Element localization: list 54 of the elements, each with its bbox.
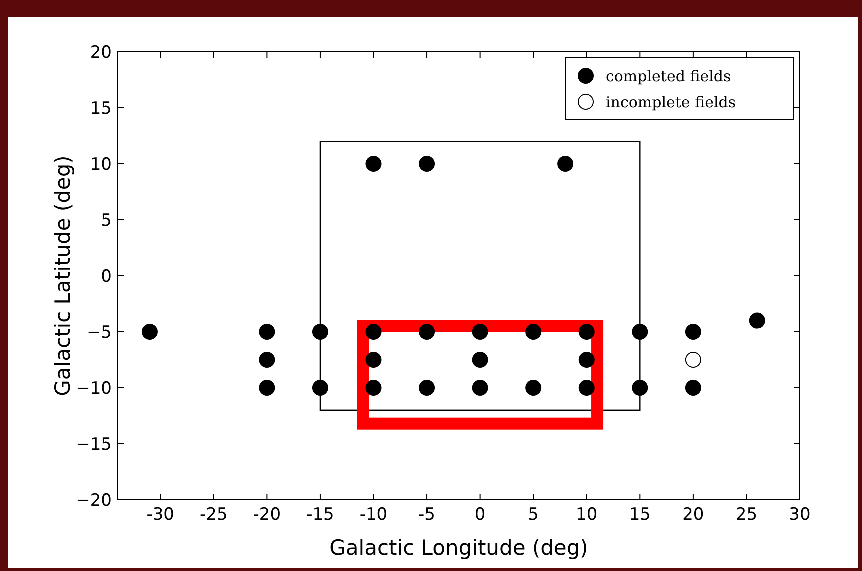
x-axis-title: Galactic Longitude (deg) — [330, 536, 588, 560]
point — [578, 352, 595, 368]
point — [419, 380, 436, 396]
y-tick-label: −10 — [76, 378, 112, 399]
x-tick-label: 25 — [736, 505, 758, 525]
y-tick-label: 0 — [101, 266, 112, 287]
y-tick-label: 15 — [90, 98, 112, 119]
point — [526, 324, 542, 340]
point — [472, 380, 488, 396]
point — [472, 352, 488, 368]
point — [685, 380, 702, 396]
x-tick-label: 5 — [528, 505, 540, 525]
x-tick-label: -30 — [146, 505, 175, 525]
point — [685, 352, 702, 368]
x-tick-label: -5 — [418, 505, 436, 525]
point — [366, 352, 382, 368]
point — [259, 352, 276, 368]
y-tick-label: −5 — [86, 322, 112, 343]
y-tick-label: 10 — [90, 154, 112, 175]
y-tick-label: −15 — [76, 434, 112, 455]
point — [419, 156, 436, 172]
point — [632, 380, 648, 396]
point — [526, 380, 542, 396]
point — [472, 324, 488, 340]
x-tick-label: -10 — [360, 505, 388, 525]
point — [578, 380, 595, 396]
point — [685, 324, 702, 340]
point — [259, 324, 276, 340]
legend-label: completed fields — [606, 67, 732, 86]
y-tick-label: 20 — [90, 42, 112, 63]
x-tick-label: -20 — [253, 505, 282, 525]
point — [558, 156, 574, 172]
y-axis-title: Galactic Latitude (deg) — [51, 156, 75, 396]
x-tick-label: -15 — [306, 505, 334, 525]
x-tick-label: 0 — [474, 505, 486, 525]
x-tick-label: 30 — [789, 505, 811, 525]
point — [366, 324, 382, 340]
point — [578, 324, 595, 340]
x-tick-label: -25 — [200, 505, 228, 525]
point — [142, 324, 158, 340]
point — [632, 324, 648, 340]
x-tick-label: 10 — [576, 505, 598, 525]
point — [312, 324, 328, 340]
x-tick-label: 20 — [682, 505, 704, 525]
point — [419, 324, 436, 340]
x-tick-label: 15 — [629, 505, 651, 525]
point — [312, 380, 328, 396]
y-tick-label: 5 — [101, 210, 112, 231]
point — [366, 380, 382, 396]
legend-label: incomplete fields — [606, 93, 736, 112]
y-tick-label: −20 — [76, 490, 112, 511]
point — [366, 156, 382, 172]
point — [749, 312, 766, 329]
point — [259, 380, 276, 396]
